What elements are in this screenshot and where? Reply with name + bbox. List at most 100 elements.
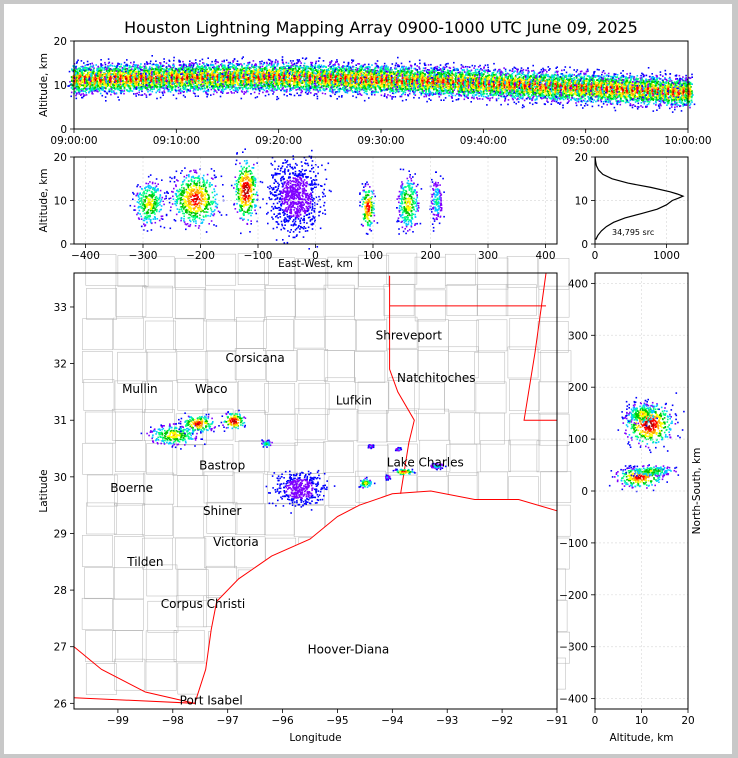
altitude-time-pt (280, 86, 282, 88)
altitude-time-pt (204, 70, 207, 72)
altitude-time-pt (299, 94, 302, 97)
altitude-time-pt (171, 84, 173, 87)
altitude-time-pt (226, 79, 228, 81)
altitude-time-pt (177, 73, 179, 76)
altitude-time-pt (175, 85, 178, 88)
altitude-time-pt (179, 67, 181, 70)
altitude-time-pt (119, 77, 121, 80)
altitude-time-pt (265, 81, 267, 83)
altitude-time-pt (84, 80, 86, 83)
altitude-time-pt (132, 65, 134, 68)
altitude-time-pt (198, 65, 201, 68)
altitude-time-pt (282, 66, 285, 69)
altitude-time-pt (239, 70, 242, 73)
altitude-time-pt (259, 75, 262, 77)
altitude-time-pt (130, 78, 133, 81)
altitude-time-pt (221, 76, 223, 78)
altitude-time-pt (112, 90, 115, 93)
altitude-time-pt (200, 67, 203, 70)
altitude-time-pt (193, 86, 196, 88)
altitude-time-pt (103, 67, 106, 70)
altitude-time-pt (223, 69, 225, 71)
altitude-time-pt (107, 66, 109, 69)
altitude-time-pt (291, 75, 294, 78)
altitude-time-pt (196, 77, 198, 80)
altitude-time-pt (210, 77, 213, 80)
altitude-time-pt (75, 66, 77, 68)
altitude-time-pt (302, 85, 305, 88)
altitude-time-pt (119, 74, 122, 77)
altitude-time-pt (216, 84, 219, 86)
altitude-time-pt (266, 90, 269, 93)
altitude-time-pt (215, 85, 218, 88)
altitude-time-pt (133, 83, 135, 86)
altitude-time-pt (199, 73, 201, 75)
altitude-time-pt (221, 69, 224, 71)
altitude-time-pt (157, 64, 159, 66)
altitude-time-pt (267, 83, 270, 86)
altitude-time-pt (162, 87, 164, 89)
altitude-time-pt (147, 69, 149, 72)
altitude-time-pt (192, 70, 195, 73)
altitude-time-pt (150, 81, 152, 83)
altitude-time-pt (298, 87, 301, 89)
altitude-time-pt (281, 88, 284, 90)
altitude-time-pt (130, 66, 133, 68)
altitude-time-pt (169, 85, 171, 87)
altitude-time-pt (92, 68, 95, 71)
altitude-time-pt (90, 88, 93, 90)
altitude-time-pt (148, 69, 151, 72)
altitude-time-pt (147, 71, 150, 74)
altitude-time-pt (141, 66, 143, 68)
altitude-time-pt (104, 66, 106, 69)
altitude-time-pt (103, 87, 106, 89)
altitude-time-pt (156, 80, 158, 82)
altitude-time-pt (231, 78, 233, 80)
altitude-time-pt (71, 86, 74, 88)
altitude-time-pt (220, 91, 222, 93)
altitude-time-pt (85, 82, 87, 84)
altitude-time-pt (91, 66, 94, 68)
altitude-time-pt (75, 94, 77, 97)
altitude-time-pt (143, 78, 145, 81)
altitude-time-pt (138, 67, 141, 69)
altitude-time-pt (206, 75, 209, 77)
altitude-time-pt (88, 74, 91, 77)
altitude-time-pt (149, 72, 151, 74)
altitude-time-pt (256, 96, 259, 98)
altitude-time-pt (162, 84, 165, 87)
altitude-time-pt (231, 81, 233, 83)
altitude-time-pt (247, 78, 250, 80)
altitude-time-pt (127, 80, 129, 83)
altitude-time-pt (171, 68, 173, 71)
altitude-time-pt (81, 78, 84, 81)
altitude-time-pt (88, 71, 90, 74)
altitude-time-pt (216, 79, 218, 81)
altitude-time-pt (180, 68, 182, 70)
altitude-time-pt (76, 82, 79, 85)
altitude-time-pt (111, 76, 114, 78)
altitude-time-pt (98, 88, 100, 91)
altitude-time-pt (195, 79, 197, 81)
altitude-time-pt (123, 61, 126, 64)
altitude-time-pt (294, 87, 296, 89)
altitude-time-pt (212, 74, 214, 77)
altitude-time-pt (247, 83, 250, 86)
altitude-time-pt (81, 81, 83, 83)
altitude-time-pt (295, 89, 297, 91)
altitude-time-pt (124, 68, 126, 71)
altitude-time-pt (88, 77, 91, 80)
altitude-time-pt (177, 92, 180, 95)
altitude-time-pt (93, 67, 95, 69)
altitude-time-pt (172, 64, 174, 66)
altitude-time-pt (185, 69, 187, 72)
altitude-time-pt (286, 88, 288, 91)
altitude-time-pt (108, 61, 111, 64)
altitude-time-pt (76, 61, 78, 63)
altitude-time-pt (235, 79, 238, 81)
altitude-time-pt (163, 73, 166, 76)
altitude-time-pt (103, 80, 105, 83)
altitude-time-pt (151, 55, 153, 57)
altitude-time-pt (178, 76, 180, 78)
altitude-time-pt (126, 67, 128, 70)
